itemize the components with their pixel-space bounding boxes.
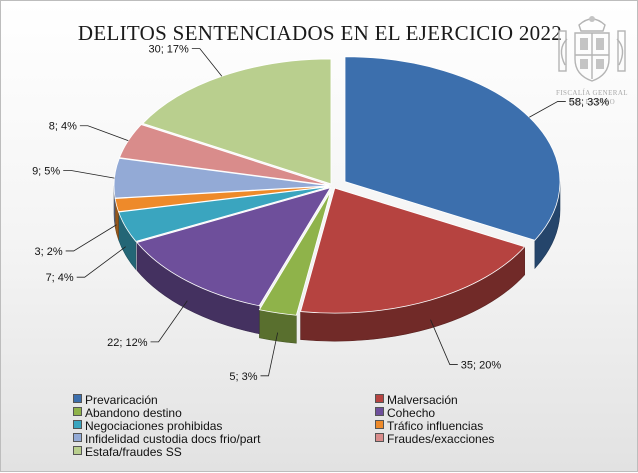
legend-swatch-7	[375, 433, 384, 442]
slice-1	[300, 187, 526, 314]
data-label-6: 9; 5%	[32, 166, 60, 178]
leader-line-2	[260, 332, 279, 377]
leader-line-0	[529, 101, 566, 118]
legend-item-1: Malversación	[375, 394, 458, 407]
legend-swatch-1	[375, 394, 384, 403]
slice-5	[114, 185, 330, 213]
data-label-4: 7; 4%	[46, 272, 74, 284]
data-label-1: 35; 20%	[461, 360, 502, 372]
leader-line-6	[63, 170, 115, 179]
legend-label-8: Estafa/fraudes SS	[85, 445, 182, 459]
slice-7	[118, 124, 330, 186]
leader-line-8	[191, 48, 223, 77]
legend-label-1: Malversación	[387, 393, 458, 407]
leader-line-4	[76, 246, 126, 278]
leader-line-3	[150, 300, 188, 343]
leader-line-5	[65, 224, 117, 252]
data-label-3: 22; 12%	[107, 337, 148, 349]
coat-of-arms-icon	[558, 16, 626, 82]
legend-label-4: Negociaciones prohibidas	[85, 419, 223, 433]
slice-8	[142, 58, 332, 185]
legend-item-0: Prevaricación	[73, 394, 158, 407]
legend-item-2: Abandono destino	[73, 407, 182, 420]
legend-swatch-5	[375, 420, 384, 429]
legend-swatch-3	[375, 407, 384, 416]
legend-item-4: Negociaciones prohibidas	[73, 420, 222, 433]
data-label-7: 8; 4%	[49, 121, 77, 133]
legend-swatch-0	[73, 394, 82, 403]
slice-0	[344, 56, 561, 241]
slice-tops	[113, 56, 561, 316]
chart-title: DELITOS SENTENCIADOS EN EL EJERCICIO 202…	[77, 21, 563, 45]
slice-4	[118, 186, 330, 242]
leader-line-1	[430, 319, 458, 365]
data-label-2: 5; 3%	[229, 371, 257, 383]
legend-swatch-2	[73, 407, 82, 416]
data-labels: 58; 33% 35; 20% 5; 3% 22; 12% 7; 4% 3; 2% 9; 5…	[32, 44, 609, 383]
legend-label-5: Tráfico influencias	[387, 419, 484, 433]
slice-2	[258, 191, 331, 316]
legend-label-2: Abandono destino	[85, 406, 182, 420]
data-label-0: 58; 33%	[569, 96, 610, 108]
legend-item-7: Fraudes/exacciones	[375, 433, 494, 446]
leader-line-7	[79, 125, 129, 142]
legend-label-3: Cohecho	[387, 406, 436, 420]
legend-item-3: Cohecho	[375, 407, 435, 420]
emblem-text-line2: DEL ESTADO	[568, 98, 616, 106]
legend-swatch-6	[73, 433, 82, 442]
coat-of-arms-logo: FISCALÍA GENERAL DEL ESTADO	[553, 9, 631, 107]
legend-item-6: Infidelidad custodia docs frio/part	[73, 433, 260, 446]
emblem-text-line1: FISCALÍA GENERAL	[556, 89, 628, 97]
legend-swatch-4	[73, 420, 82, 429]
data-label-8: 30; 17%	[148, 44, 189, 56]
legend-item-5: Tráfico influencias	[375, 420, 483, 433]
legend-label-0: Prevaricación	[85, 393, 158, 407]
legend-item-8: Estafa/fraudes SS	[73, 446, 182, 459]
legend-label-6: Infidelidad custodia docs frio/part	[85, 432, 261, 446]
slice-6	[113, 157, 330, 199]
legend-label-7: Fraudes/exacciones	[387, 432, 495, 446]
data-label-5: 3; 2%	[35, 246, 63, 258]
legend-swatch-8	[73, 446, 82, 455]
slice-3	[136, 187, 332, 307]
